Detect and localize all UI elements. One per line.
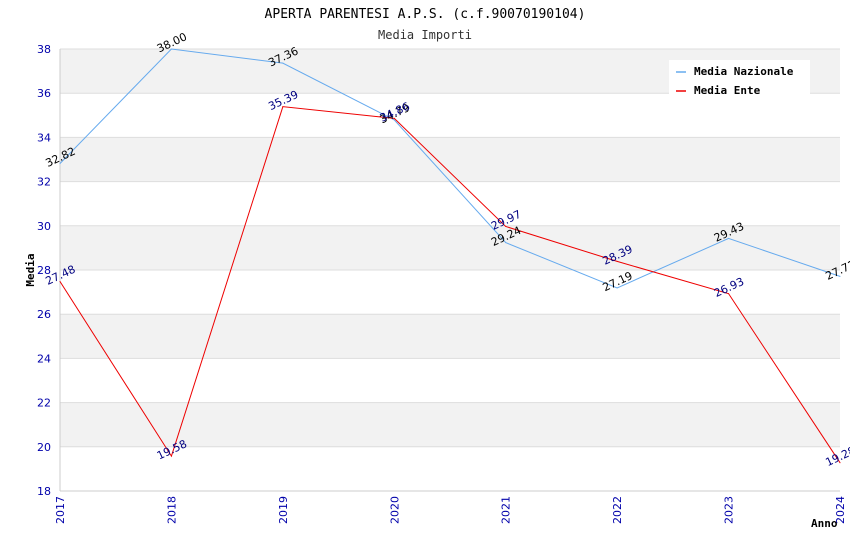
y-axis-label: Media xyxy=(24,253,37,286)
legend-label-ente: Media Ente xyxy=(694,84,761,97)
legend-box xyxy=(669,60,810,96)
grid-band xyxy=(60,225,840,270)
x-axis-label: Anno xyxy=(811,517,838,530)
series-lines xyxy=(59,48,841,464)
data-point xyxy=(170,48,172,50)
y-tick-label: 26 xyxy=(37,308,51,321)
x-tick-labels: 2017 2018 2019 2020 2021 2022 2023 2024 xyxy=(54,496,847,524)
y-tick-label: 28 xyxy=(37,264,51,277)
data-point xyxy=(59,280,61,282)
data-label: 19.28 xyxy=(823,444,850,469)
series-line xyxy=(59,106,841,463)
legend-label-nazionale: Media Nazionale xyxy=(694,65,794,78)
chart-subtitle: Media Importi xyxy=(378,28,472,42)
y-tick-label: 24 xyxy=(37,352,51,365)
y-tick-label: 32 xyxy=(37,176,51,189)
series-line xyxy=(59,48,841,289)
x-tick-label: 2021 xyxy=(500,496,513,524)
x-tick-label: 2024 xyxy=(834,496,847,524)
data-label: 26.93 xyxy=(712,275,746,300)
x-tick-label: 2018 xyxy=(165,496,178,524)
grid-band xyxy=(60,314,840,359)
data-point xyxy=(728,237,730,239)
data-point xyxy=(728,293,730,295)
x-tick-label: 2019 xyxy=(277,496,290,524)
data-point xyxy=(393,117,395,119)
chart-title: APERTA PARENTESI A.P.S. (c.f.90070190104… xyxy=(265,7,586,22)
y-tick-label: 36 xyxy=(37,87,51,100)
data-point xyxy=(505,242,507,244)
data-point xyxy=(616,260,618,262)
data-point xyxy=(839,462,841,464)
x-tick-label: 2023 xyxy=(723,496,736,524)
grid-band xyxy=(60,137,840,182)
y-tick-label: 20 xyxy=(37,441,51,454)
data-label: 27.19 xyxy=(601,269,635,294)
y-tick-label: 38 xyxy=(37,43,51,56)
legend: Media Nazionale Media Ente xyxy=(669,60,810,97)
y-tick-label: 18 xyxy=(37,485,51,498)
y-tick-label: 30 xyxy=(37,220,51,233)
y-tick-labels: 18 20 22 24 26 28 30 32 34 36 38 xyxy=(37,43,51,498)
data-point xyxy=(393,119,395,121)
data-point xyxy=(505,225,507,227)
data-point xyxy=(59,162,61,164)
grid-band xyxy=(60,402,840,447)
data-point xyxy=(616,287,618,289)
x-tick-label: 2020 xyxy=(388,496,401,524)
y-tick-label: 34 xyxy=(37,131,51,144)
data-point xyxy=(282,106,284,108)
y-tick-label: 22 xyxy=(37,397,51,410)
data-point xyxy=(839,275,841,277)
x-tick-label: 2017 xyxy=(54,496,67,524)
x-tick-label: 2022 xyxy=(611,496,624,524)
data-point xyxy=(282,62,284,64)
grid-bands xyxy=(60,49,840,447)
data-point xyxy=(170,455,172,457)
